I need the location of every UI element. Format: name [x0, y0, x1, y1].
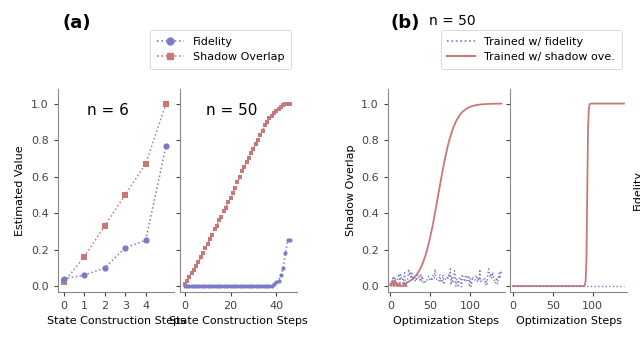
Y-axis label: Estimated Value: Estimated Value	[15, 145, 25, 236]
Text: (a): (a)	[62, 14, 91, 32]
Text: n = 50: n = 50	[429, 14, 475, 28]
Text: (b): (b)	[390, 14, 420, 32]
X-axis label: Optimization Steps: Optimization Steps	[393, 316, 499, 326]
X-axis label: State Construction Steps: State Construction Steps	[169, 316, 308, 326]
Y-axis label: Shadow Overlap: Shadow Overlap	[346, 144, 356, 236]
Text: n = 50: n = 50	[206, 103, 257, 118]
Legend: Trained w/ fidelity, Trained w/ shadow ove.: Trained w/ fidelity, Trained w/ shadow o…	[441, 30, 621, 69]
Text: n = 6: n = 6	[87, 103, 129, 118]
Y-axis label: Fidelity: Fidelity	[633, 170, 640, 210]
Legend: Fidelity, Shadow Overlap: Fidelity, Shadow Overlap	[150, 30, 291, 69]
X-axis label: State Construction Steps: State Construction Steps	[47, 316, 186, 326]
X-axis label: Optimization Steps: Optimization Steps	[516, 316, 622, 326]
